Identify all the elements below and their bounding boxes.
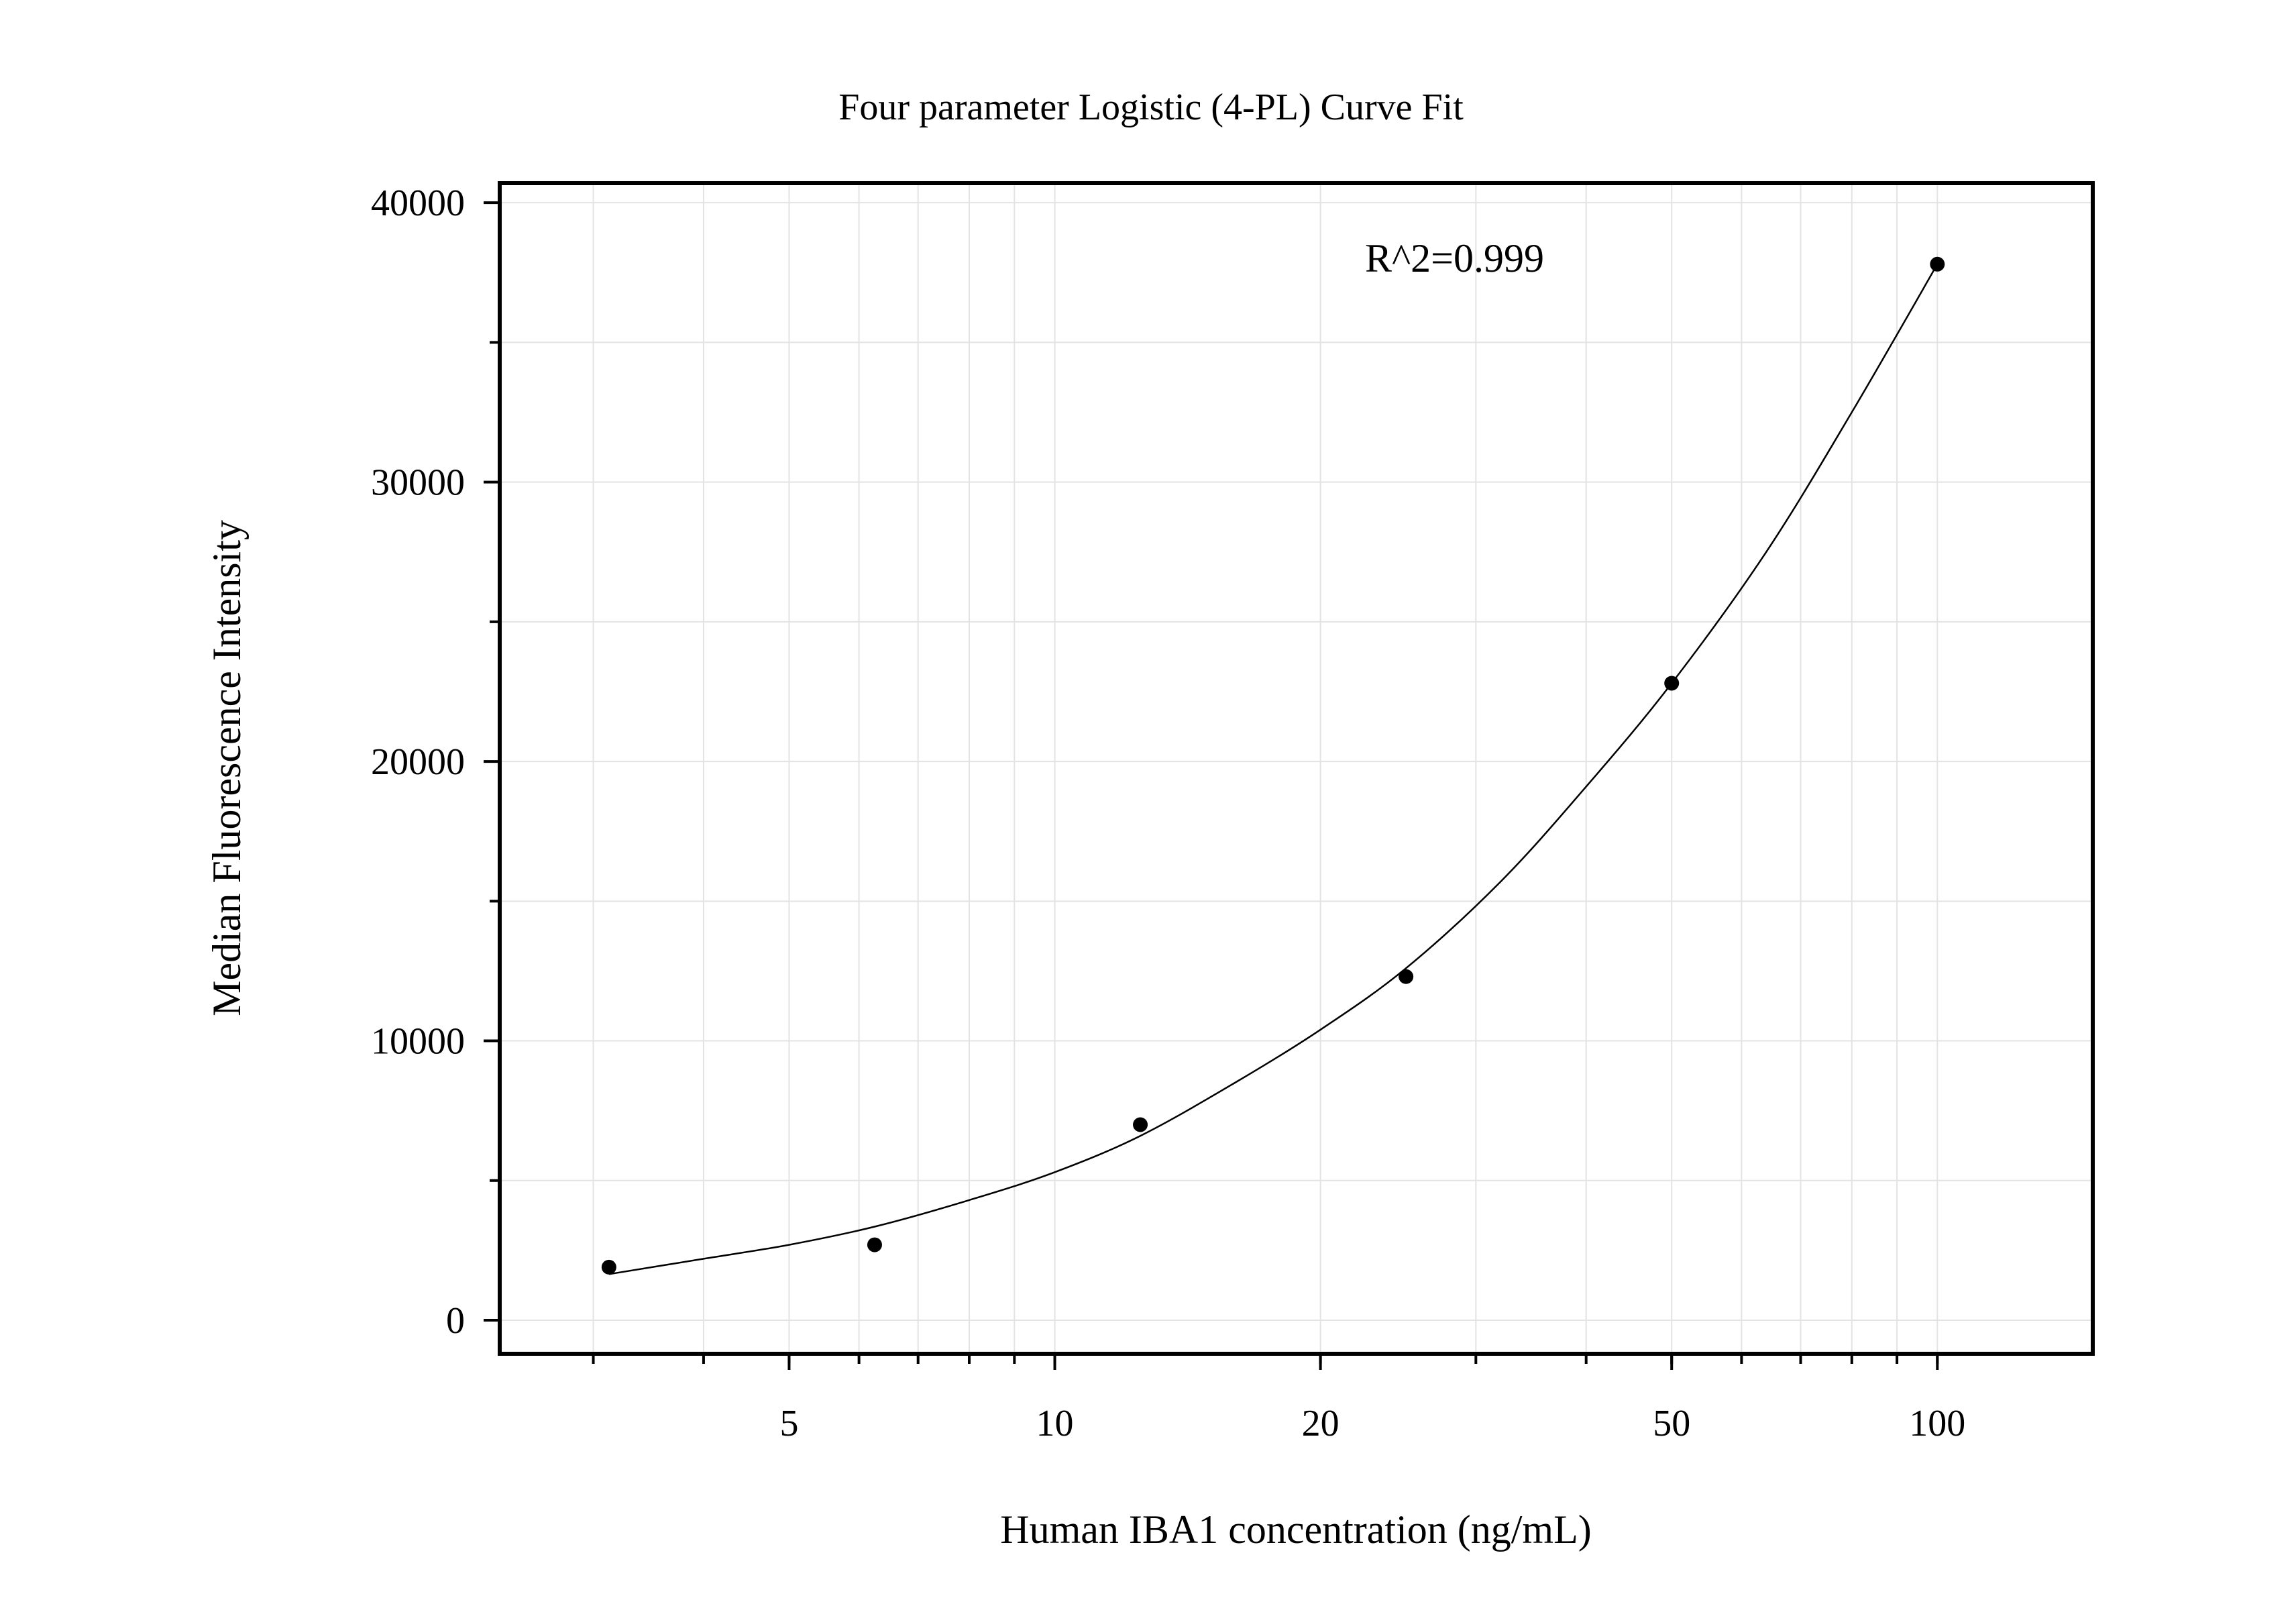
x-tick-label: 100 [1909, 1403, 1965, 1444]
y-tick-label: 30000 [371, 462, 465, 504]
y-tick-label: 10000 [371, 1021, 465, 1063]
data-point [1664, 676, 1680, 691]
y-tick-label: 40000 [371, 182, 465, 224]
chart-title: Four parameter Logistic (4-PL) Curve Fit [838, 87, 1464, 128]
grid-lines [500, 183, 2093, 1354]
data-point [867, 1237, 882, 1252]
axis-ticks [484, 201, 1939, 1370]
y-axis-label: Median Fluorescence Intensity [205, 520, 249, 1016]
fit-curve-layer [608, 264, 1938, 1275]
x-tick-label: 50 [1653, 1403, 1690, 1444]
r-squared-annotation: R^2=0.999 [1365, 236, 1544, 280]
y-tick-label: 0 [446, 1300, 465, 1342]
x-tick-label: 10 [1036, 1403, 1074, 1444]
x-axis-label: Human IBA1 concentration (ng/mL) [1000, 1507, 1591, 1552]
data-point [601, 1259, 616, 1275]
plot-frame [498, 181, 2095, 1356]
data-point [1930, 256, 1945, 272]
y-tick-label: 20000 [371, 741, 465, 783]
x-tick-label: 5 [779, 1403, 798, 1444]
x-tick-label: 20 [1302, 1403, 1340, 1444]
tick-labels: 5 10 20 50 100 0 10000 20000 30000 40000 [371, 182, 1965, 1444]
fit-curve-line [608, 264, 1938, 1275]
data-points-layer [601, 256, 1945, 1275]
data-point [1399, 969, 1414, 984]
data-point [1133, 1117, 1148, 1132]
